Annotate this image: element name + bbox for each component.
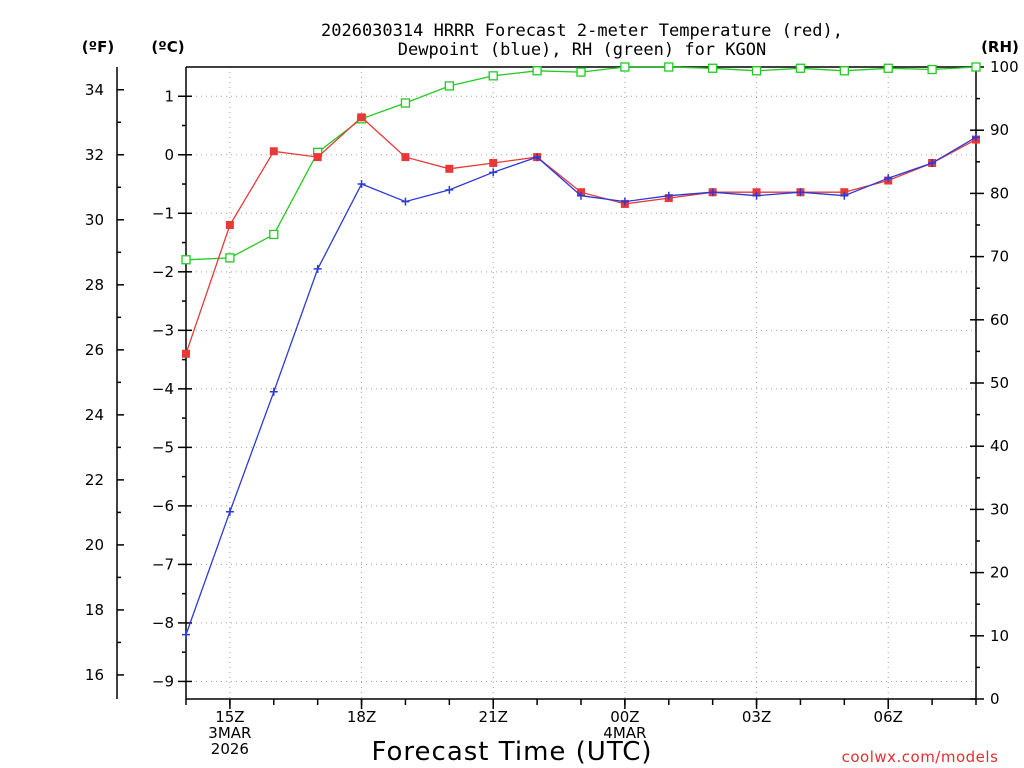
rh-point [971,62,981,72]
celsius-tick-label: −4 [152,380,174,398]
dewpoint-point [928,158,937,167]
rh-tick-label: 0 [990,690,1000,708]
rh-point [664,62,674,72]
x-tick-label: 3MAR [208,724,251,742]
rh-tick-label: 50 [990,374,1009,392]
rh-point [576,67,586,77]
rh-tick-label: 40 [990,437,1009,455]
rh-tick-label: 90 [990,121,1009,139]
rh-point [444,81,454,91]
rh-tick-label: 100 [990,58,1019,76]
rh-tick-label: 30 [990,500,1009,518]
dewpoint-point [577,191,585,200]
dewpoint-line [185,136,977,635]
celsius-tick-label: 1 [164,87,174,105]
rh-point [488,71,498,81]
unit-label-rh: (RH) [981,38,1019,56]
dewpoint-point [708,188,717,197]
rh-tick-label: 60 [990,311,1009,329]
rh-point [795,63,806,73]
celsius-tick-label: −9 [152,672,174,690]
fahrenheit-tick-label: 34 [85,81,104,99]
dewpoint-point [752,191,761,200]
fahrenheit-tick-label: 32 [85,146,104,164]
x-tick-label: 4MAR [603,724,646,742]
dewpoint-point [445,185,454,194]
rh-point [620,62,630,72]
fahrenheit-tick-label: 24 [85,406,104,424]
celsius-tick-label: −7 [152,555,174,573]
data-series [181,62,981,639]
x-tick-label: 21Z [479,708,508,726]
dewpoint-point [533,153,542,162]
x-tick-label: 2026 [211,740,249,758]
dewpoint-point [489,168,498,177]
chart-title-line1: 2026030314 HRRR Forecast 2-meter Tempera… [321,21,843,41]
rh-point [532,66,542,76]
rh-point [225,253,235,263]
x-tick-label: 06Z [874,708,903,726]
x-axis-label: Forecast Time (UTC) [371,737,652,767]
rh-point [839,66,849,76]
unit-label-celsius: (ºC) [151,38,184,56]
dewpoint-point [972,133,980,142]
temperature-point [401,153,410,162]
fahrenheit-tick-label: 26 [85,341,104,359]
fahrenheit-tick-label: 16 [85,666,104,684]
temperature-line [185,116,977,354]
rh-point [181,255,191,265]
grid-lines [186,67,976,699]
dewpoint-point [225,507,234,516]
dewpoint-point [313,264,322,273]
dewpoint-point [269,387,278,396]
fahrenheit-tick-label: 22 [85,471,104,489]
celsius-tick-label: −6 [152,497,174,515]
dewpoint-point [796,188,805,197]
rh-point [751,66,762,76]
fahrenheit-tick-label: 18 [85,601,104,619]
fahrenheit-tick-label: 30 [85,211,104,229]
axis-ticks: −9 −8 −7 −6 −5 −4 −3 −2 −1 0 1 16 18 20 22 24 26 28 30 32 34… [85,58,1019,758]
rh-tick-label: 10 [990,627,1009,645]
dewpoint-point [840,191,849,200]
rh-tick-label: 70 [990,248,1009,266]
temperature-point [489,158,498,167]
x-tick-label: 18Z [347,708,376,726]
dewpoint-point [401,197,410,206]
x-tick-label: 03Z [742,708,771,726]
rh-point [708,63,718,73]
axes [116,66,977,700]
rh-tick-label: 80 [990,184,1009,202]
dewpoint-point [884,174,893,183]
temperature-point [445,164,454,173]
temperature-point [357,113,366,122]
temperature-point [225,221,234,229]
rh-point [927,64,937,75]
celsius-tick-label: −1 [152,204,174,222]
fahrenheit-tick-label: 20 [85,536,104,554]
chart-title-line2: Dewpoint (blue), RH (green) for KGON [398,40,766,60]
rh-point [400,98,411,108]
x-tick-label: 15Z [215,708,244,726]
celsius-tick-label: 0 [164,146,174,164]
dewpoint-point [620,197,629,206]
temperature-point [313,153,322,162]
temperature-point [269,147,278,156]
rh-point [883,63,893,73]
celsius-tick-label: −2 [152,263,174,281]
rh-tick-label: 20 [990,564,1009,582]
celsius-tick-label: −5 [152,438,174,456]
dewpoint-point [357,180,366,189]
temperature-point [182,349,190,358]
unit-label-fahrenheit: (ºF) [82,38,114,56]
celsius-tick-label: −3 [152,321,174,339]
dewpoint-point [664,191,673,200]
x-tick-label: 00Z [610,708,639,726]
rh-point [269,229,279,240]
celsius-tick-label: −8 [152,614,174,632]
credit-text: coolwx.com/models [842,748,999,766]
dewpoint-point [182,630,190,639]
fahrenheit-tick-label: 28 [85,276,104,294]
